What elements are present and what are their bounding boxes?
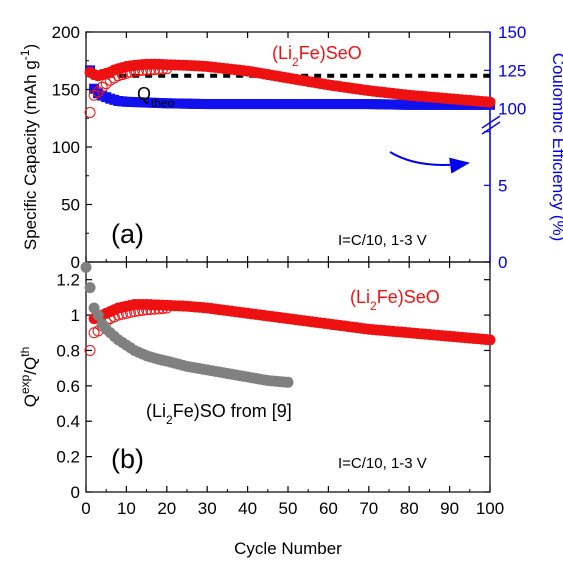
ratio-point-open bbox=[84, 344, 96, 356]
data-marks-a bbox=[84, 58, 496, 118]
y-tick-label-b: 1 bbox=[71, 306, 80, 325]
y-tick-label-a: 200 bbox=[52, 23, 80, 42]
x-tick-label: 70 bbox=[359, 499, 378, 518]
y2-tick-label: 5 bbox=[498, 176, 507, 195]
y2-tick-label: 100 bbox=[498, 100, 526, 119]
y-axis-title-a: Specific Capacity (mAh g-1) bbox=[18, 44, 40, 250]
capacity-point-open bbox=[88, 89, 100, 101]
x-axis-title: Cycle Number bbox=[234, 539, 342, 558]
panel-a: 0 50 100 150 200 0 5 100 125 150 Specific Capaci… bbox=[18, 23, 563, 272]
capacity-point-open bbox=[84, 107, 96, 118]
ratio-point bbox=[484, 334, 496, 346]
axis-break-mark bbox=[481, 115, 501, 129]
x-tick-label: 50 bbox=[279, 499, 298, 518]
x-tick-label: 60 bbox=[319, 499, 338, 518]
x-tick-label: 20 bbox=[157, 499, 176, 518]
x-tick-label: 100 bbox=[476, 499, 504, 518]
y-tick-label-b: 0.4 bbox=[56, 412, 80, 431]
y2-tick-label: 125 bbox=[498, 61, 526, 80]
y-ticks-a: 0 50 100 150 200 bbox=[52, 23, 92, 272]
x-ticks-b: 0 10 20 30 40 50 60 70 80 90 100 bbox=[81, 262, 504, 518]
conditions-label-b: I=C/10, 1-3 V bbox=[338, 455, 427, 472]
data-marks-b bbox=[80, 261, 496, 388]
x-tick-label: 80 bbox=[400, 499, 419, 518]
reference-ratio-point bbox=[92, 309, 104, 321]
x-tick-label: 40 bbox=[238, 499, 257, 518]
panel-b: 0 10 20 30 40 50 60 70 80 90 100 0 0.2 0.4 0.6 0.8 1 1.2… bbox=[18, 261, 504, 558]
reference-ratio-point bbox=[84, 282, 96, 294]
capacity-point bbox=[484, 96, 496, 108]
y-tick-label-b: 1.2 bbox=[56, 271, 80, 290]
reference-ratio-point bbox=[282, 376, 294, 388]
y-ticks-b: 0 0.2 0.4 0.6 0.8 1 1.2 bbox=[56, 271, 490, 502]
y2-ticks-a: 0 5 100 125 150 bbox=[481, 23, 526, 272]
y-axis-title-b: Qexp/Qth bbox=[18, 347, 40, 408]
series-label-a: (Li2Fe)SeO bbox=[272, 43, 362, 69]
y-tick-label-b: 0.8 bbox=[56, 341, 80, 360]
series-arrow bbox=[389, 151, 470, 174]
y-tick-label-a: 50 bbox=[61, 196, 80, 215]
series-label-b: (Li2Fe)SeO bbox=[350, 287, 440, 313]
reference-ratio-point bbox=[80, 261, 92, 273]
y2-tick-label: 150 bbox=[498, 23, 526, 42]
y-tick-label-b: 0.6 bbox=[56, 377, 80, 396]
panel-label-a: (a) bbox=[111, 219, 144, 249]
conditions-label-a: I=C/10, 1-3 V bbox=[338, 232, 427, 249]
axis-break-mark bbox=[481, 121, 501, 135]
y-tick-label-a: 150 bbox=[52, 81, 80, 100]
y2-tick-label: 0 bbox=[498, 253, 507, 272]
x-tick-label: 90 bbox=[440, 499, 459, 518]
y2-axis-title-a: Coulombic Efficiency (%) bbox=[549, 53, 563, 242]
y-tick-label-b: 0 bbox=[71, 483, 80, 502]
y-tick-label-b: 0.2 bbox=[56, 448, 80, 467]
panel-label-b: (b) bbox=[111, 444, 144, 474]
y-tick-label-a: 0 bbox=[71, 253, 80, 272]
reference-series-label: (Li2Fe)SO from [9] bbox=[146, 401, 292, 427]
y-tick-label-a: 100 bbox=[52, 138, 80, 157]
x-tick-label: 30 bbox=[198, 499, 217, 518]
capacity-point-open bbox=[96, 81, 108, 93]
x-tick-label: 0 bbox=[81, 499, 90, 518]
x-tick-label: 10 bbox=[117, 499, 136, 518]
